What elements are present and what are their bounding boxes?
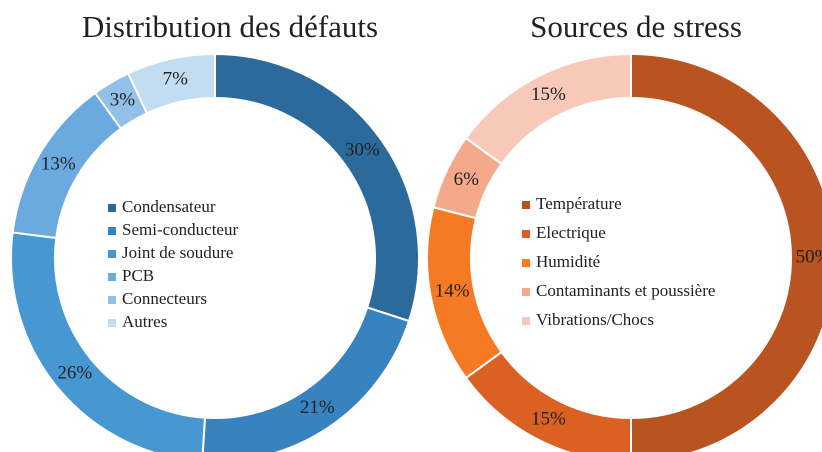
data-label: 26%	[57, 362, 92, 383]
donut-segment	[126, 52, 216, 115]
legend-swatch	[108, 296, 116, 304]
chart-title: Distribution des défauts	[82, 9, 378, 44]
legend-swatch	[108, 204, 116, 212]
legend-swatch	[108, 319, 116, 327]
legend-label: Humidité	[536, 252, 600, 271]
data-label: 30%	[345, 139, 380, 160]
legend-swatch	[108, 227, 116, 235]
legend-swatch	[522, 259, 530, 267]
data-label: 15%	[531, 409, 566, 430]
legend-swatch	[108, 250, 116, 258]
legend-label: PCB	[122, 266, 154, 285]
legend-label: Connecteurs	[122, 289, 207, 308]
donut-segment	[214, 52, 420, 323]
legend-swatch	[522, 201, 530, 209]
legend-label: Condensateur	[122, 197, 216, 216]
legend-label: Vibrations/Chocs	[536, 310, 654, 329]
donut-segment	[201, 306, 411, 452]
donut-segment	[464, 52, 632, 166]
legend-swatch	[522, 230, 530, 238]
data-label: 14%	[435, 280, 470, 301]
data-label: 13%	[41, 154, 76, 175]
legend-label: Semi-conducteur	[122, 220, 238, 239]
legend-label: Autres	[122, 312, 167, 331]
legend-label: Electrique	[536, 223, 606, 242]
data-label: 6%	[454, 169, 480, 190]
donut-segment	[630, 52, 822, 452]
legend-swatch	[522, 317, 530, 325]
donut-segment	[10, 231, 207, 452]
data-label: 21%	[300, 397, 335, 418]
data-label: 50%	[796, 246, 822, 267]
donut-segment	[464, 350, 632, 452]
data-label: 15%	[531, 84, 566, 105]
data-label: 7%	[163, 69, 189, 90]
legend-swatch	[522, 288, 530, 296]
legend-label: Température	[536, 194, 622, 213]
legend-label: Joint de soudure	[122, 243, 233, 262]
legend-label: Contaminants et poussière	[536, 281, 715, 300]
legend-swatch	[108, 273, 116, 281]
data-label: 3%	[110, 90, 136, 111]
chart-title: Sources de stress	[530, 9, 742, 44]
